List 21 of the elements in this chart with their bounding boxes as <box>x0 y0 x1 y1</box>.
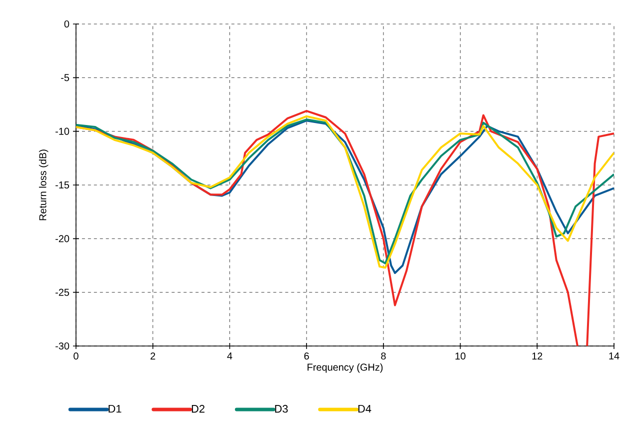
y-tick-label: -30 <box>56 342 70 350</box>
y-tick-label: 0 <box>64 20 70 28</box>
legend-label: D1 <box>108 404 122 413</box>
x-tick-label: 0 <box>74 352 78 360</box>
y-tick-label: -20 <box>56 235 70 242</box>
y-axis-title: Return loss (dB) <box>38 150 48 220</box>
y-tick-label: -15 <box>56 182 70 188</box>
x-tick-label: 12 <box>532 352 542 360</box>
y-tick-label: -5 <box>61 74 70 82</box>
y-tick-label: -10 <box>56 128 70 135</box>
legend-label: D3 <box>275 404 288 413</box>
x-tick-label: 4 <box>227 352 232 360</box>
x-tick-label: 6 <box>304 352 309 360</box>
x-tick-label: 10 <box>456 352 466 360</box>
x-axis-title: Frequency (GHz) <box>308 363 383 373</box>
x-tick-label: 2 <box>150 352 156 360</box>
x-tick-label: 8 <box>381 352 386 360</box>
legend-label: D2 <box>192 404 204 413</box>
y-tick-label: -25 <box>56 288 70 296</box>
legend-label: D4 <box>358 404 372 413</box>
x-tick-label: 14 <box>609 352 620 360</box>
